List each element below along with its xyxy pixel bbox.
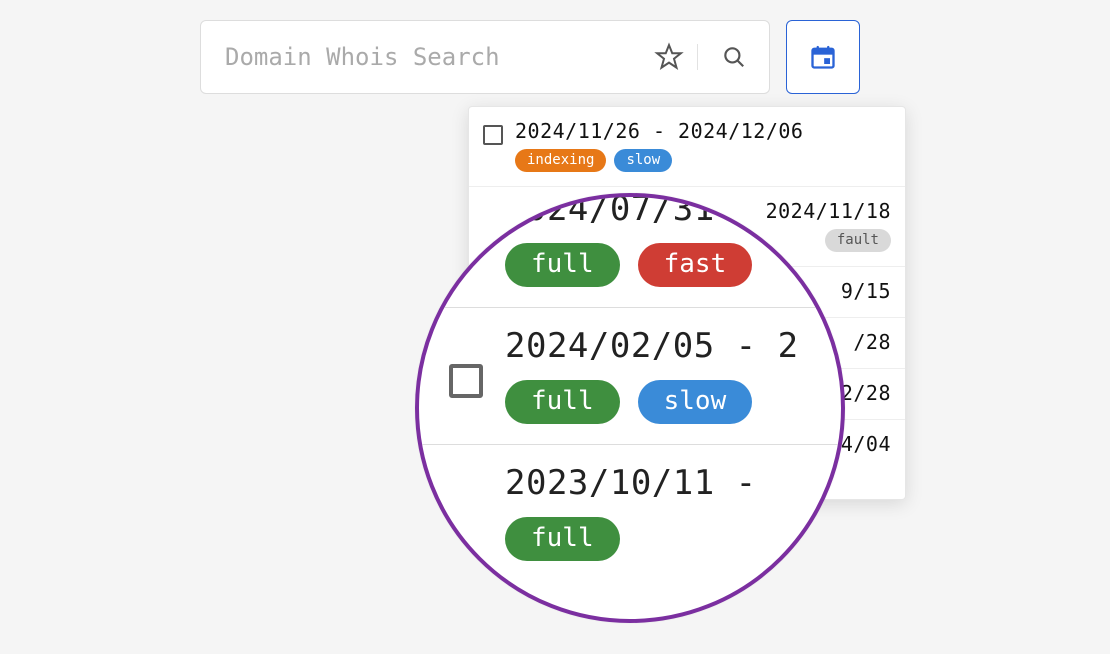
status-tag: fast — [638, 243, 753, 287]
status-tag: full — [505, 517, 620, 561]
lens-date-text: 2024/07/31 - — [505, 193, 845, 229]
lens-row-body: 2023/10/11 - full — [505, 463, 845, 561]
top-bar — [200, 20, 860, 94]
favorite-toggle[interactable] — [641, 42, 697, 72]
tag-line: indexing slow — [515, 149, 891, 172]
lens-row-body: 2024/07/31 - full fast — [505, 193, 845, 287]
lens-row: 2023/10/11 - full — [415, 444, 845, 581]
lens-row: 2024/07/31 - full fast — [415, 193, 845, 307]
status-tag: slow — [614, 149, 672, 172]
magnifier-lens: 2024/07/31 - full fast 2024/02/05 - 2 fu… — [415, 193, 845, 623]
lens-content: 2024/07/31 - full fast 2024/02/05 - 2 fu… — [415, 193, 845, 581]
calendar-icon — [809, 43, 837, 71]
search-box — [200, 20, 770, 94]
star-icon — [654, 42, 684, 72]
date-range-text: 2024/11/26 - 2024/12/06 — [515, 119, 891, 143]
status-tag: slow — [638, 380, 753, 424]
lens-tag-line: full — [505, 517, 845, 561]
search-button[interactable] — [697, 44, 769, 70]
search-input[interactable] — [201, 21, 641, 93]
lens-row: 2024/02/05 - 2 full slow — [415, 307, 845, 444]
lens-tag-line: full fast — [505, 243, 845, 287]
checkbox[interactable] — [449, 364, 483, 398]
lens-date-text: 2023/10/11 - — [505, 463, 845, 503]
lens-row-body: 2024/02/05 - 2 full slow — [505, 326, 845, 424]
lens-date-text: 2024/02/05 - 2 — [505, 326, 845, 366]
search-icon — [721, 44, 747, 70]
date-range-row[interactable]: 2024/11/26 - 2024/12/06 indexing slow — [469, 107, 905, 186]
status-tag: full — [505, 380, 620, 424]
checkbox[interactable] — [483, 125, 503, 145]
row-body: 2024/11/26 - 2024/12/06 indexing slow — [515, 119, 891, 172]
date-filter-button[interactable] — [786, 20, 860, 94]
lens-tag-line: full slow — [505, 380, 845, 424]
status-tag: indexing — [515, 149, 606, 172]
status-tag: full — [505, 243, 620, 287]
